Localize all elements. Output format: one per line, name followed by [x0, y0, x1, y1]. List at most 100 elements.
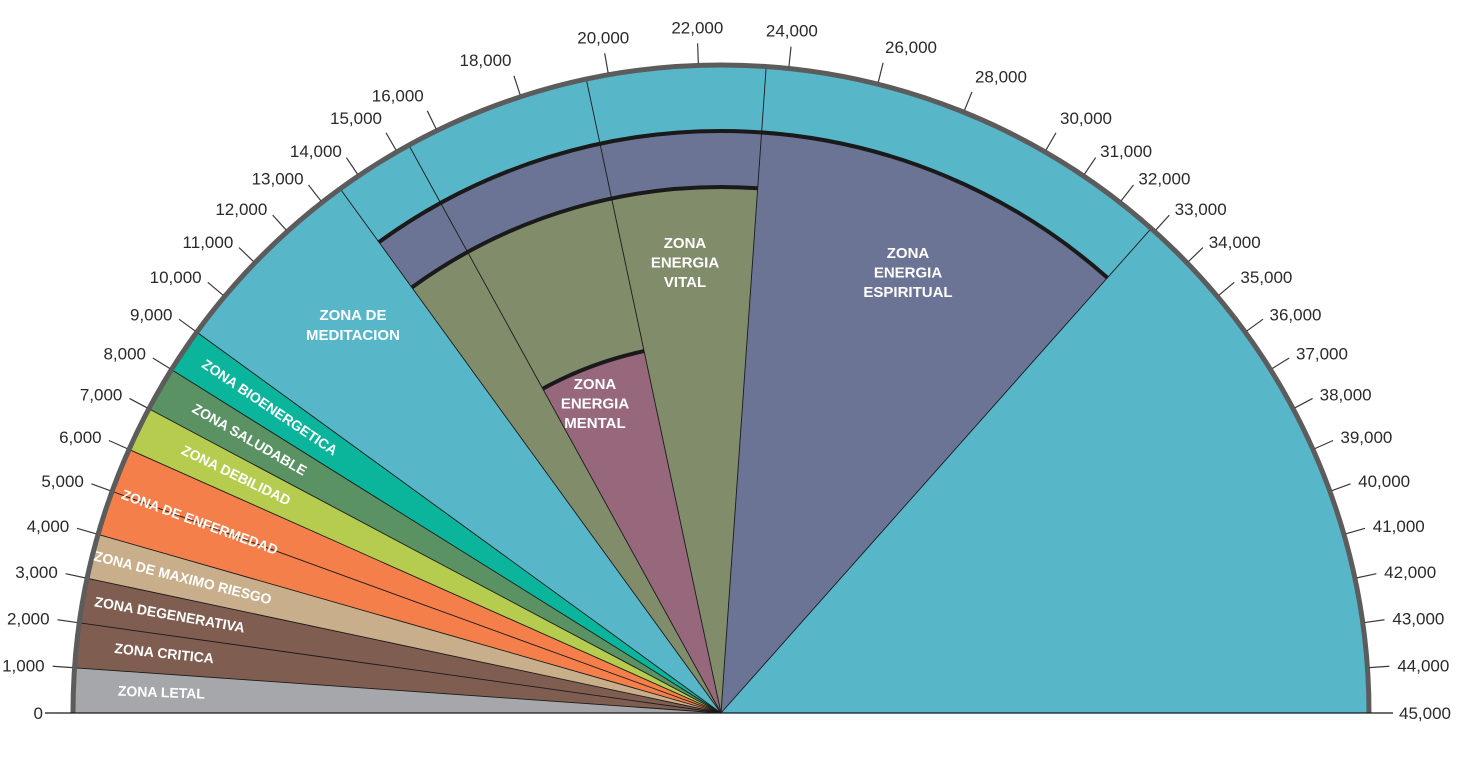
scale-tick-labels: 0 1,000 2,000 3,000 4,000 5,000 6,000 7,000 8,00… [2, 18, 1451, 723]
tick-label: 8,000 [103, 345, 146, 364]
tick-label: 36,000 [1270, 305, 1322, 324]
tick-label: 38,000 [1320, 386, 1372, 405]
tick-label: 31,000 [1100, 142, 1152, 161]
tick-label: 4,000 [27, 517, 70, 536]
tick-mark [788, 46, 792, 67]
tick-label: 28,000 [975, 67, 1027, 86]
tick-mark [1120, 184, 1134, 202]
divider-line [171, 369, 722, 714]
label-zona-energia-vital-line: ZONA [664, 235, 707, 252]
tick-mark [1045, 132, 1057, 151]
tick-mark [272, 214, 287, 231]
divider-line [74, 667, 722, 714]
tick-label: 22,000 [671, 18, 723, 37]
tick-mark [108, 439, 128, 450]
tick-mark [1364, 619, 1385, 624]
tick-mark [1331, 483, 1351, 492]
tick-label: 37,000 [1296, 345, 1348, 364]
tick-label: 44,000 [1397, 657, 1449, 676]
tick-mark [207, 281, 224, 296]
divider-line [79, 622, 722, 714]
divider-line [87, 577, 722, 714]
boundary-arc-zona-energia-espiritual [377, 129, 1109, 280]
label-zona-de-meditacion-line: MEDITACION [306, 327, 400, 344]
boundary-arc-zona-energia-vital [410, 184, 758, 290]
tick-label: 13,000 [252, 170, 304, 189]
label-zona-energia-mental-line: ZONA [574, 376, 617, 393]
zone-divider-lines [74, 66, 1152, 714]
label-zona-energia-mental-line: ENERGIA [561, 396, 630, 413]
tick-mark [52, 665, 73, 669]
tick-label: 41,000 [1373, 517, 1425, 536]
tick-mark [963, 91, 973, 111]
tick-label: 33,000 [1175, 200, 1227, 219]
tick-mark [238, 247, 254, 262]
tick-label: 34,000 [1209, 233, 1261, 252]
divider-line [128, 449, 722, 714]
tick-mark [129, 397, 148, 409]
divider-line [196, 331, 722, 714]
tick-mark [1188, 247, 1204, 262]
divider-line [720, 228, 1152, 714]
label-zona-energia-mental-line: MENTAL [564, 415, 625, 432]
label-zona-letal: ZONA LETAL [118, 683, 206, 702]
divider-line [148, 408, 722, 714]
tick-label: 9,000 [130, 305, 173, 324]
tick-mark [1246, 318, 1264, 332]
divider-line [97, 533, 722, 714]
tick-label: 45,000 [1399, 704, 1451, 723]
rim-arc [70, 62, 1372, 714]
tick-label: 1,000 [2, 657, 45, 676]
tick-label: 3,000 [15, 563, 58, 582]
tick-mark [57, 619, 78, 624]
tick-label: 11,000 [183, 233, 234, 252]
label-zona-energia-espiritual-line: ESPIRITUAL [863, 284, 952, 301]
label-zona-energia-vital-line: ENERGIA [651, 255, 720, 272]
tick-label: 43,000 [1392, 610, 1444, 629]
tick-mark [152, 357, 171, 370]
tick-mark [65, 573, 86, 579]
tick-label: 0 [34, 704, 43, 723]
tick-mark [426, 110, 437, 130]
tick-mark [1218, 281, 1235, 296]
divider-line [720, 66, 767, 714]
scale-ticks [51, 43, 1391, 714]
tick-label: 5,000 [41, 472, 84, 491]
label-zona-energia-espiritual-line: ENERGIA [874, 265, 943, 282]
label-zona-energia-espiritual-line: ZONA [887, 245, 930, 262]
tick-label: 39,000 [1340, 428, 1392, 447]
divider-line [408, 144, 722, 714]
sector-zona-energia-mental [542, 351, 721, 713]
tick-label: 42,000 [1384, 563, 1436, 582]
tick-label: 12,000 [215, 200, 267, 219]
tick-label: 7,000 [80, 386, 123, 405]
tick-label: 26,000 [885, 38, 937, 57]
sector-zona-de-maximo-riesgo [87, 534, 721, 713]
tick-mark [1155, 214, 1170, 231]
divider-line [339, 188, 722, 714]
sector-zona-de-enfermedad [98, 449, 722, 713]
tick-label: 14,000 [290, 142, 342, 161]
label-zona-energia-vital-line: VITAL [664, 274, 706, 291]
inner-zone-sectors [377, 129, 1109, 713]
gauge-rim [45, 62, 1393, 714]
tick-mark [91, 483, 111, 492]
tick-mark [604, 53, 609, 73]
tick-mark [345, 157, 359, 175]
divider-line [111, 490, 722, 714]
tick-label: 10,000 [150, 268, 202, 287]
tick-mark [385, 132, 397, 151]
tick-mark [697, 43, 699, 64]
tick-label: 20,000 [577, 28, 629, 47]
sector-zona-saludable [148, 369, 722, 713]
tick-mark [513, 75, 521, 95]
tick-label: 18,000 [459, 51, 511, 70]
tick-label: 2,000 [7, 610, 50, 629]
tick-mark [1369, 665, 1390, 669]
tick-mark [1294, 397, 1313, 409]
tick-mark [178, 318, 196, 332]
tick-label: 15,000 [330, 109, 382, 128]
divider-line [585, 79, 722, 714]
sector-zona-debilidad [129, 408, 721, 713]
